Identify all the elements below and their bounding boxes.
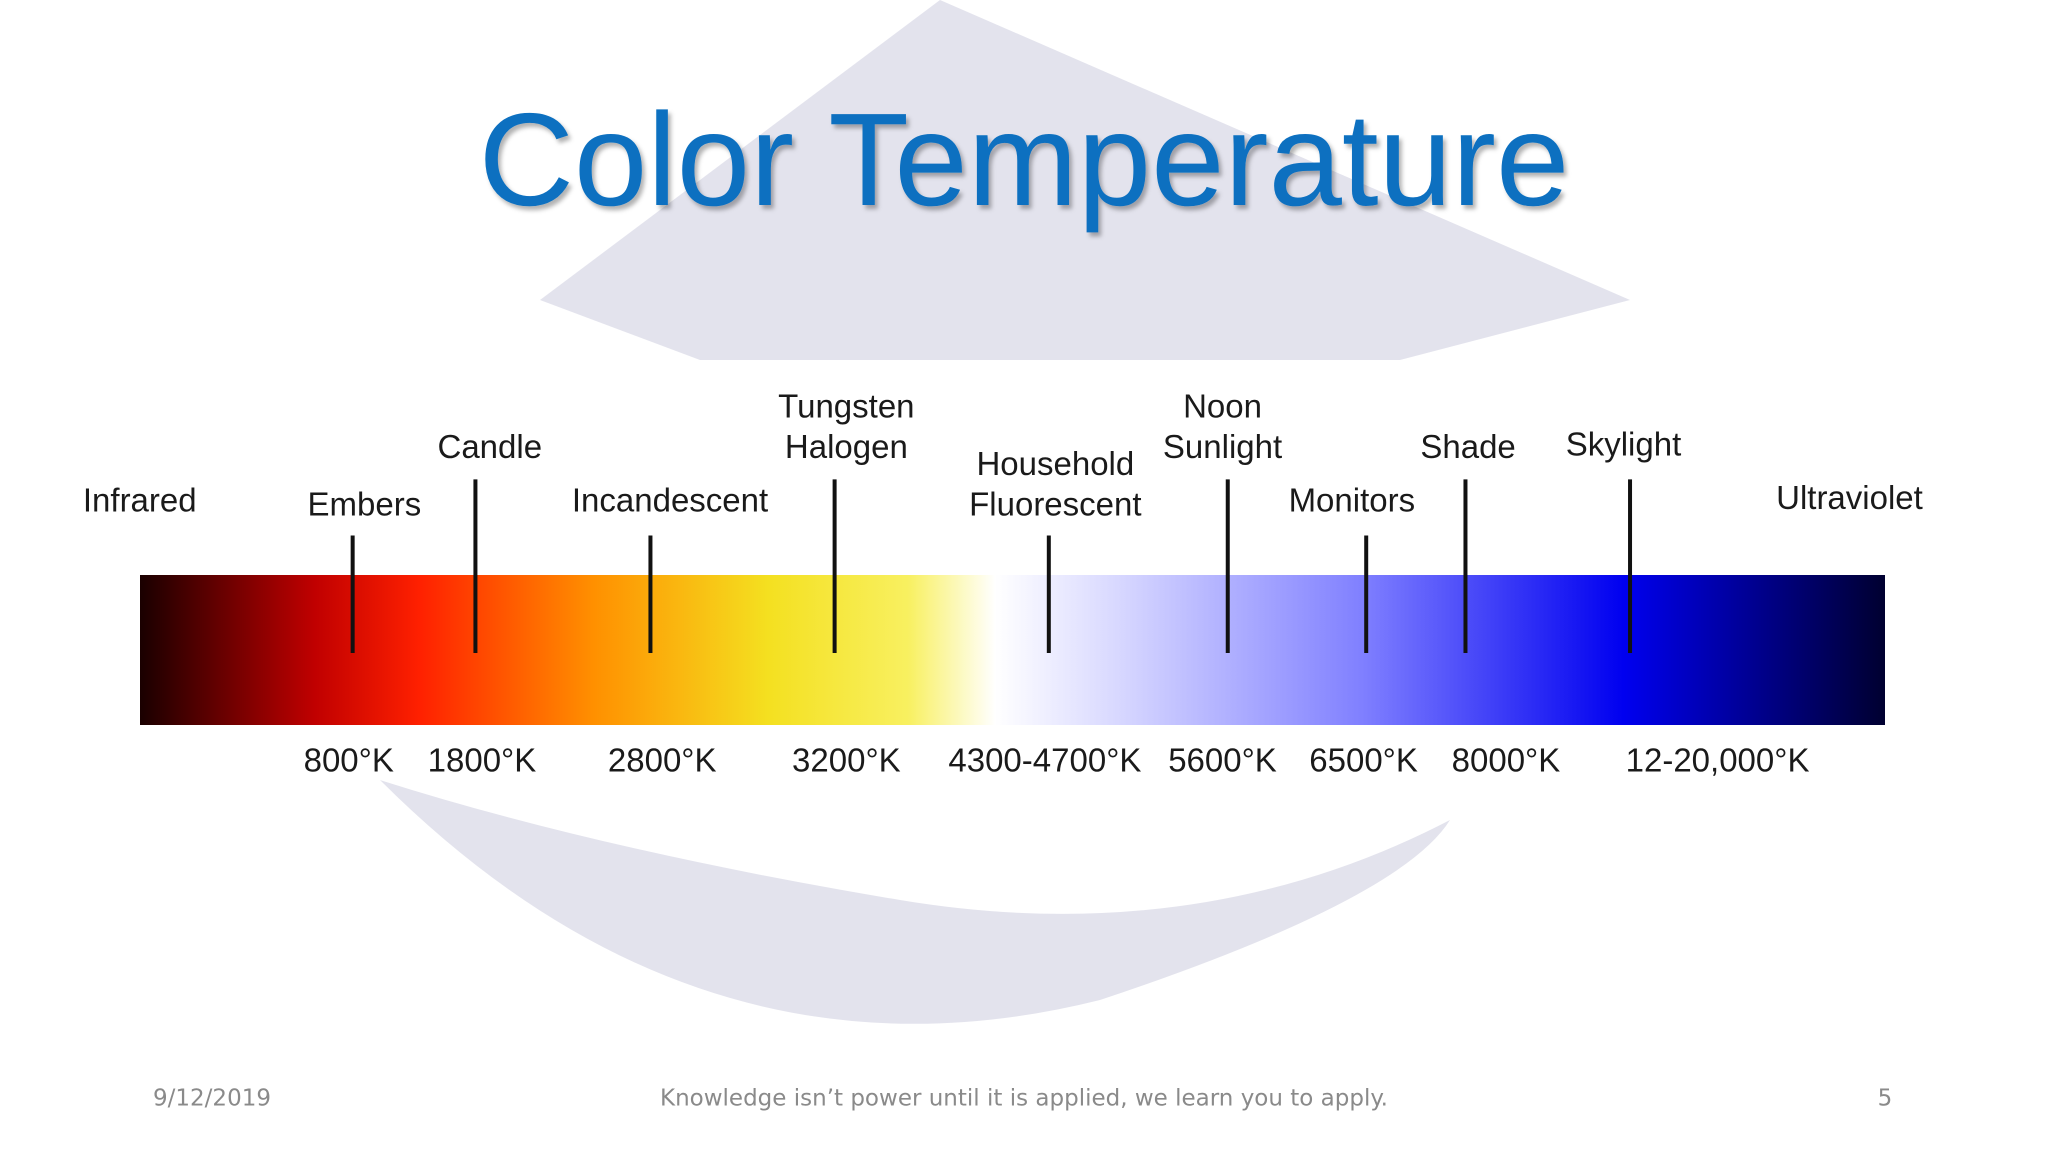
title: Color Temperature <box>479 86 1570 233</box>
footer-date: 9/12/2019 <box>153 1086 271 1112</box>
temperature-label: 4300-4700°K <box>948 741 1141 778</box>
region-label: Candle <box>438 428 543 465</box>
region-label: Skylight <box>1566 425 1682 462</box>
temperature-label: 3200°K <box>792 741 901 778</box>
temperature-label: 12-20,000°K <box>1626 741 1810 778</box>
temperature-label: 6500°K <box>1309 741 1418 778</box>
region-label: Embers <box>308 485 422 522</box>
region-label: Household <box>976 445 1134 482</box>
temperature-label: 800°K <box>304 741 394 778</box>
region-label: Incandescent <box>572 482 768 519</box>
watermark <box>380 0 1630 1024</box>
spectrum-bar <box>140 575 1885 725</box>
temperature-label: 5600°K <box>1168 741 1277 778</box>
region-label: Ultraviolet <box>1776 479 1923 516</box>
region-label: Sunlight <box>1163 428 1282 465</box>
region-label: Monitors <box>1289 482 1416 519</box>
temperature-label: 2800°K <box>608 741 717 778</box>
temperature-label: 1800°K <box>428 741 537 778</box>
region-label: Shade <box>1420 428 1515 465</box>
region-label: Halogen <box>785 428 908 465</box>
footer-tagline: Knowledge isn’t power until it is applie… <box>660 1086 1388 1112</box>
region-label: Noon <box>1183 388 1262 425</box>
region-label: Tungsten <box>778 388 914 425</box>
footer-page: 5 <box>1878 1086 1893 1112</box>
region-label: Fluorescent <box>969 485 1141 522</box>
temperature-label: 8000°K <box>1452 741 1561 778</box>
region-label: Infrared <box>83 482 197 519</box>
